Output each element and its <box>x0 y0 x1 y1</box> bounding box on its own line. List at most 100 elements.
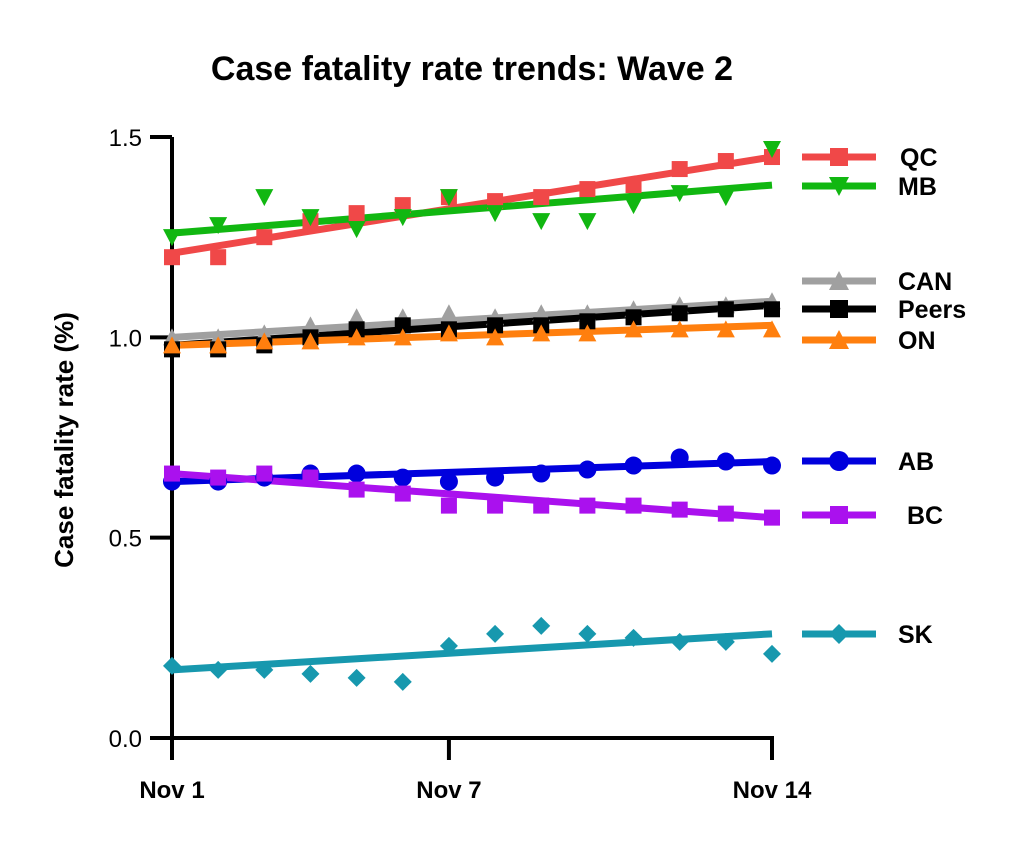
point-can <box>439 304 458 322</box>
legend-label-can: CAN <box>898 268 952 296</box>
point-sk <box>439 636 458 655</box>
point-peers <box>625 309 642 326</box>
point-bc <box>164 465 180 482</box>
legend-label-qc: QC <box>900 144 938 172</box>
point-mb <box>624 197 643 215</box>
point-mb <box>763 141 781 159</box>
point-qc <box>256 229 273 246</box>
point-qc <box>671 161 688 178</box>
point-mb <box>347 221 366 239</box>
legend-marker-peers <box>830 300 848 318</box>
point-ab <box>439 472 458 491</box>
legend-label-on: ON <box>898 327 936 355</box>
legend-marker-qc <box>830 148 848 166</box>
x-tick-label: Nov 7 <box>416 777 481 804</box>
point-bc <box>487 497 504 514</box>
point-mb <box>255 189 274 207</box>
point-sk <box>486 624 505 643</box>
point-ab <box>578 460 597 479</box>
point-on <box>347 328 366 346</box>
point-bc <box>764 509 780 526</box>
point-peers <box>394 317 411 334</box>
point-qc <box>533 189 550 206</box>
trendline-mb <box>171 181 773 237</box>
point-ab <box>670 448 689 467</box>
trendline-sk <box>171 630 773 674</box>
series-bc <box>164 465 780 526</box>
point-bc <box>256 465 273 482</box>
y-tick-label: 0.5 <box>109 526 142 553</box>
point-ab <box>716 452 735 471</box>
point-sk <box>347 668 366 687</box>
point-on <box>716 320 735 338</box>
point-can <box>301 316 320 334</box>
y-tick-label: 1.0 <box>109 325 142 352</box>
point-on <box>532 324 551 342</box>
point-peers <box>764 301 780 318</box>
x-tick-label: Nov 14 <box>733 777 812 804</box>
legend-label-ab: AB <box>898 448 934 476</box>
chart-title: Case fatality rate trends: Wave 2 <box>211 50 733 88</box>
point-mb <box>532 213 551 231</box>
point-mb <box>209 217 228 235</box>
point-qc <box>579 181 596 198</box>
point-on <box>255 332 274 350</box>
legend-marker-can <box>829 271 849 290</box>
point-on <box>624 320 643 338</box>
legend-label-mb: MB <box>898 173 937 201</box>
point-qc <box>348 205 365 222</box>
point-peers <box>671 305 688 322</box>
point-mb <box>163 229 181 247</box>
legend-marker-on <box>829 330 849 349</box>
point-on <box>393 328 412 346</box>
legend-label-sk: SK <box>898 621 933 649</box>
point-ab <box>347 464 366 483</box>
point-on <box>763 320 781 338</box>
y-axis-label: Case fatality rate (%) <box>49 312 79 568</box>
point-qc <box>210 249 227 266</box>
series-ab <box>163 448 781 491</box>
point-sk <box>624 628 643 647</box>
point-bc <box>579 497 596 514</box>
point-sk <box>301 664 320 683</box>
point-qc <box>164 249 180 266</box>
point-on <box>439 324 458 342</box>
point-bc <box>348 481 365 498</box>
series-on <box>163 320 781 354</box>
point-qc <box>487 193 504 210</box>
point-qc <box>394 197 411 214</box>
legend-marker-mb <box>829 177 849 196</box>
point-peers <box>487 317 504 334</box>
legend-marker-bc <box>830 506 848 524</box>
point-mb <box>439 189 458 207</box>
point-on <box>670 320 689 338</box>
series-qc <box>164 149 780 266</box>
point-ab <box>763 456 781 475</box>
point-bc <box>440 497 457 514</box>
point-can <box>532 304 551 322</box>
point-bc <box>394 485 411 502</box>
point-mb <box>486 205 505 223</box>
point-qc <box>625 177 642 194</box>
point-peers <box>717 301 734 318</box>
point-bc <box>533 497 550 514</box>
point-on <box>209 336 228 354</box>
y-tick-label: 1.5 <box>109 125 142 152</box>
point-ab <box>624 456 643 475</box>
point-qc <box>717 153 734 170</box>
point-on <box>163 336 181 354</box>
point-mb <box>301 209 320 227</box>
point-ab <box>393 468 412 487</box>
point-mb <box>578 213 597 231</box>
data-points <box>163 141 781 691</box>
point-on <box>578 324 597 342</box>
point-sk <box>532 616 551 635</box>
point-sk <box>255 660 274 679</box>
point-ab <box>532 464 551 483</box>
point-bc <box>717 505 734 522</box>
point-can <box>347 308 366 326</box>
legend-label-peers: Peers <box>898 296 966 324</box>
point-sk <box>763 644 781 663</box>
point-mb <box>393 209 412 227</box>
